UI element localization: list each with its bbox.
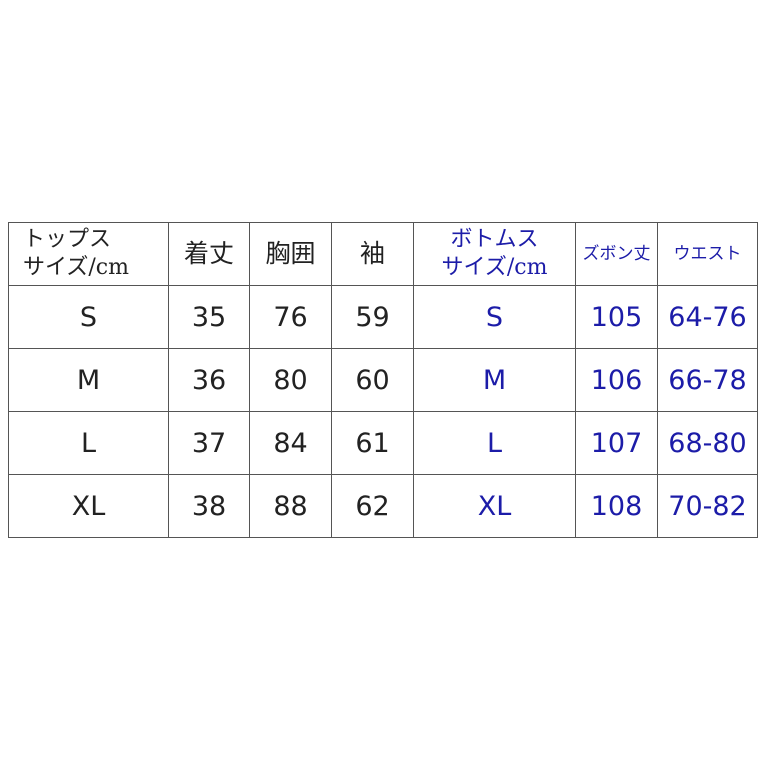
header-bottoms-size: ボトムスサイズ/cm bbox=[413, 222, 576, 286]
waist-cell: 66-78 bbox=[657, 348, 758, 412]
sleeve-cell: 59 bbox=[331, 285, 414, 349]
table-row: S 35 76 59 S 105 64-76 bbox=[8, 285, 758, 349]
sleeve-cell: 61 bbox=[331, 411, 414, 475]
chest-cell: 80 bbox=[249, 348, 332, 412]
length-cell: 38 bbox=[168, 474, 250, 538]
waist-cell: 70-82 bbox=[657, 474, 758, 538]
chest-cell: 84 bbox=[249, 411, 332, 475]
header-waist: ウエスト bbox=[657, 222, 758, 286]
tops-label: トップス bbox=[23, 227, 112, 252]
table-row: L 37 84 61 L 107 68-80 bbox=[8, 411, 758, 475]
pants-length-cell: 105 bbox=[575, 285, 658, 349]
header-pants-length: ズボン丈 bbox=[575, 222, 658, 286]
size-cell: M bbox=[8, 348, 169, 412]
bottoms-size-cell: M bbox=[413, 348, 576, 412]
chest-cell: 88 bbox=[249, 474, 332, 538]
header-row: トップスサイズ/cm 着丈 胸囲 袖 ボトムスサイズ/cm ズボン丈 ウエスト bbox=[8, 222, 758, 286]
header-length: 着丈 bbox=[168, 222, 250, 286]
size-cell: L bbox=[8, 411, 169, 475]
length-cell: 35 bbox=[168, 285, 250, 349]
bottoms-size-cell: L bbox=[413, 411, 576, 475]
sleeve-cell: 60 bbox=[331, 348, 414, 412]
table-row: M 36 80 60 M 106 66-78 bbox=[8, 348, 758, 412]
size-cell: S bbox=[8, 285, 169, 349]
length-cell: 37 bbox=[168, 411, 250, 475]
size-unit-label: サイズ/cm bbox=[23, 255, 129, 280]
size-chart-table: トップス サイズ/cm 着丈 胸囲 袖 ボトムス サイズ/cm ズボン丈 ウエスト … bbox=[8, 222, 758, 538]
pants-length-cell: 106 bbox=[575, 348, 658, 412]
pants-length-cell: 108 bbox=[575, 474, 658, 538]
header-chest: 胸囲 bbox=[249, 222, 332, 286]
waist-cell: 64-76 bbox=[657, 285, 758, 349]
table-row: XL 38 88 62 XL 108 70-82 bbox=[8, 474, 758, 538]
length-cell: 36 bbox=[168, 348, 250, 412]
chest-cell: 76 bbox=[249, 285, 332, 349]
size-cell: XL bbox=[8, 474, 169, 538]
bottoms-size-cell: XL bbox=[413, 474, 576, 538]
sleeve-cell: 62 bbox=[331, 474, 414, 538]
waist-cell: 68-80 bbox=[657, 411, 758, 475]
size-unit-label: サイズ/cm bbox=[441, 255, 548, 280]
header-tops-size: トップスサイズ/cm bbox=[8, 222, 169, 286]
header-sleeve: 袖 bbox=[331, 222, 414, 286]
pants-length-cell: 107 bbox=[575, 411, 658, 475]
bottoms-size-cell: S bbox=[413, 285, 576, 349]
bottoms-label: ボトムス bbox=[450, 227, 539, 252]
